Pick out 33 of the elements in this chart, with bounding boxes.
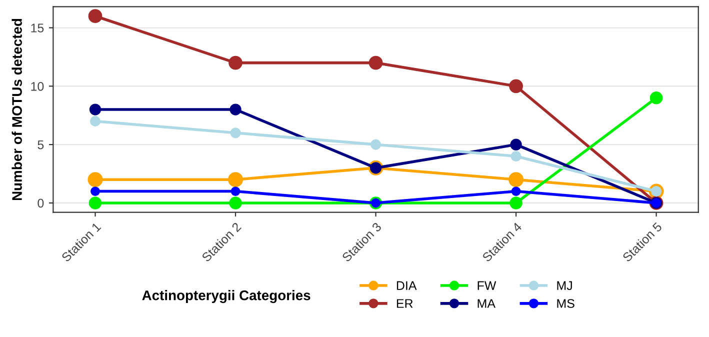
point: [88, 172, 103, 188]
y-tick-label: 10: [31, 82, 44, 91]
point: [370, 139, 382, 150]
point: [229, 196, 242, 210]
point: [89, 104, 102, 116]
point: [88, 196, 102, 210]
legend-label: MJ: [557, 281, 572, 290]
point: [508, 172, 524, 188]
y-axis-title: Number of MOTUs detected: [12, 18, 22, 200]
point: [650, 91, 663, 104]
point: [230, 104, 242, 116]
legend-label: MS: [557, 299, 574, 308]
point: [510, 150, 522, 162]
point: [510, 196, 522, 210]
point: [228, 172, 244, 188]
y-tick-label: 0: [38, 198, 44, 208]
y-tick-label: 5: [38, 140, 44, 150]
legend-label: DIA: [396, 281, 417, 290]
point: [510, 138, 522, 150]
y-tick-label: 15: [31, 24, 44, 32]
legend-title: Actinopterygii Categories: [142, 290, 310, 304]
point: [509, 79, 523, 94]
point: [228, 56, 242, 70]
point: [368, 56, 383, 70]
point: [230, 186, 240, 196]
legend-label: FW: [478, 281, 496, 290]
point: [90, 186, 100, 196]
legend-label: ER: [396, 299, 413, 308]
legend-label: MA: [478, 299, 496, 308]
point: [230, 128, 241, 138]
point: [90, 116, 101, 126]
point: [88, 9, 102, 24]
point: [511, 186, 521, 196]
